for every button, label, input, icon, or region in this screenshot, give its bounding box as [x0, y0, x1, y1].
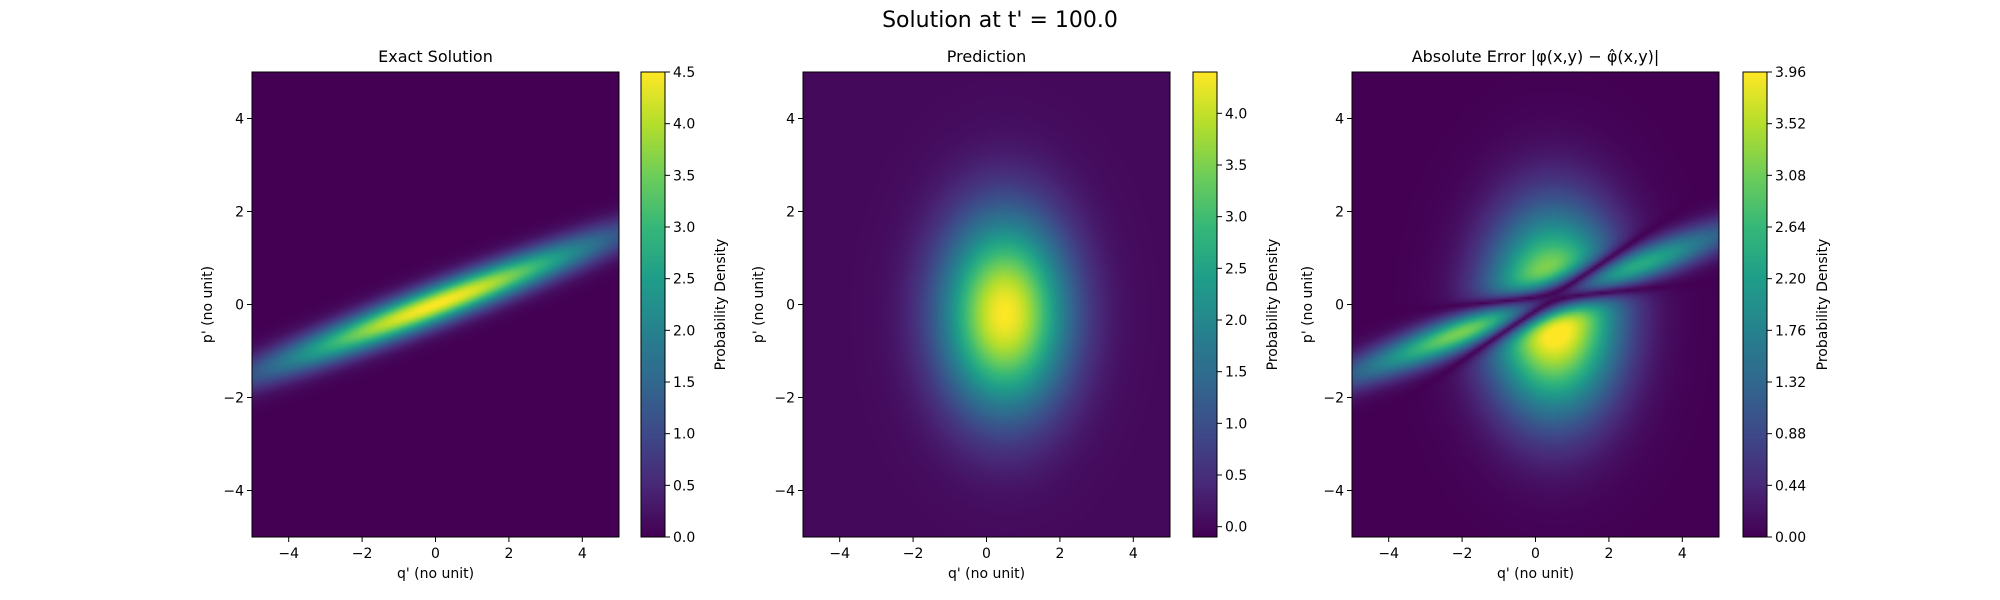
colorbar-tick-label: 1.32	[1775, 375, 1806, 391]
heatmap-image	[252, 72, 619, 537]
x-tick-label: 4	[578, 546, 587, 562]
colorbar-tick-label: 0.00	[1775, 530, 1806, 546]
colorbar-tick-label: 3.5	[1225, 158, 1247, 174]
y-tick-label: 4	[1335, 112, 1344, 128]
colorbar-tick-label: 1.0	[673, 427, 695, 443]
colorbar-tick-label: 0.5	[673, 478, 695, 494]
colorbar-tick-label: 3.0	[673, 220, 695, 236]
y-tick-label: −4	[1323, 484, 1344, 500]
colorbar-tick-label: 2.5	[673, 272, 695, 288]
y-tick-label: −2	[774, 391, 795, 407]
y-axis-label: p' (no unit)	[200, 266, 216, 343]
panel-title: Exact Solution	[378, 47, 493, 66]
colorbar-frame	[640, 71, 666, 538]
colorbar-tick-label: 2.0	[1225, 313, 1247, 329]
colorbar-frame	[1192, 71, 1218, 538]
colorbar-tick-label: 2.20	[1775, 272, 1806, 288]
colorbar-gradient	[1193, 72, 1217, 537]
panel-2: Prediction −4 −2 0 2 4 −4 −2 0 2 4 q' (no unit) p' (…	[751, 47, 1281, 582]
y-tick-label: −2	[1323, 391, 1344, 407]
y-axis-label: p' (no unit)	[751, 266, 767, 343]
x-tick-label: −4	[278, 546, 299, 562]
x-tick-label: 0	[1531, 546, 1540, 562]
colorbar-tick-label: 4.0	[1225, 106, 1247, 122]
y-tick-label: 4	[786, 112, 795, 128]
colorbar-tick-label: 3.5	[673, 168, 695, 184]
y-tick-label: 0	[235, 298, 244, 314]
panel-1: Exact Solution −4 −2 0 2 4 −4 −2 0 2 4 q' (no unit)…	[200, 47, 729, 582]
colorbar-label: Probability Density	[1265, 239, 1281, 371]
colorbar-tick-label: 0.5	[1225, 468, 1247, 484]
y-tick-label: 2	[1335, 205, 1344, 221]
colorbar-gradient	[1743, 72, 1767, 537]
figure-title: Solution at t' = 100.0	[882, 8, 1118, 33]
colorbar-tick-label: 3.08	[1775, 168, 1806, 184]
heatmap-image	[1352, 72, 1719, 537]
colorbar-tick-label: 0.0	[1225, 520, 1247, 536]
x-tick-label: −4	[829, 546, 850, 562]
colorbar-tick-label: 2.64	[1775, 220, 1806, 236]
colorbar-tick-label: 3.0	[1225, 210, 1247, 226]
panel-3: Absolute Error |φ(x,y) − φ̂(x,y)| −4 −2 0 2 4…	[1300, 47, 1831, 582]
colorbar-tick-label: 3.52	[1775, 117, 1806, 133]
colorbar-tick-label: 4.0	[673, 117, 695, 133]
colorbar-tick-label: 1.0	[1225, 416, 1247, 432]
colorbar-tick-label: 3.96	[1775, 65, 1806, 81]
y-tick-label: −2	[223, 391, 244, 407]
panel-title: Prediction	[947, 47, 1026, 66]
panel-title: Absolute Error |φ(x,y) − φ̂(x,y)|	[1412, 47, 1660, 66]
x-tick-label: −4	[1378, 546, 1399, 562]
colorbar-tick-label: 1.5	[1225, 365, 1247, 381]
y-tick-label: 0	[786, 298, 795, 314]
y-tick-label: −4	[774, 484, 795, 500]
x-tick-label: −2	[352, 546, 373, 562]
x-tick-label: 4	[1678, 546, 1687, 562]
colorbar-label: Probability Density	[713, 239, 729, 371]
colorbar-tick-label: 1.76	[1775, 323, 1806, 339]
x-axis-label: q' (no unit)	[1497, 566, 1574, 582]
x-tick-label: 4	[1129, 546, 1138, 562]
colorbar-tick-label: 0.88	[1775, 427, 1806, 443]
x-tick-label: 2	[504, 546, 513, 562]
x-axis-label: q' (no unit)	[397, 566, 474, 582]
y-tick-label: 2	[786, 205, 795, 221]
colorbar-gradient	[641, 72, 665, 537]
y-tick-label: 0	[1335, 298, 1344, 314]
y-tick-label: 4	[235, 112, 244, 128]
x-tick-label: 0	[982, 546, 991, 562]
x-tick-label: −2	[903, 546, 924, 562]
colorbar-tick-label: 2.0	[673, 323, 695, 339]
colorbar-label: Probability Density	[1815, 239, 1831, 371]
colorbar-tick-label: 1.5	[673, 375, 695, 391]
x-tick-label: −2	[1452, 546, 1473, 562]
x-tick-label: 0	[431, 546, 440, 562]
x-tick-label: 2	[1055, 546, 1064, 562]
colorbar-tick-label: 2.5	[1225, 261, 1247, 277]
colorbar-tick-label: 4.5	[673, 65, 695, 81]
colorbar-tick-label: 0.44	[1775, 478, 1806, 494]
y-tick-label: −4	[223, 484, 244, 500]
heatmap-image	[803, 72, 1170, 537]
colorbar-frame	[1742, 71, 1768, 538]
y-tick-label: 2	[235, 205, 244, 221]
x-tick-label: 2	[1604, 546, 1613, 562]
colorbar-tick-label: 0.0	[673, 530, 695, 546]
y-axis-label: p' (no unit)	[1300, 266, 1316, 343]
x-axis-label: q' (no unit)	[948, 566, 1025, 582]
